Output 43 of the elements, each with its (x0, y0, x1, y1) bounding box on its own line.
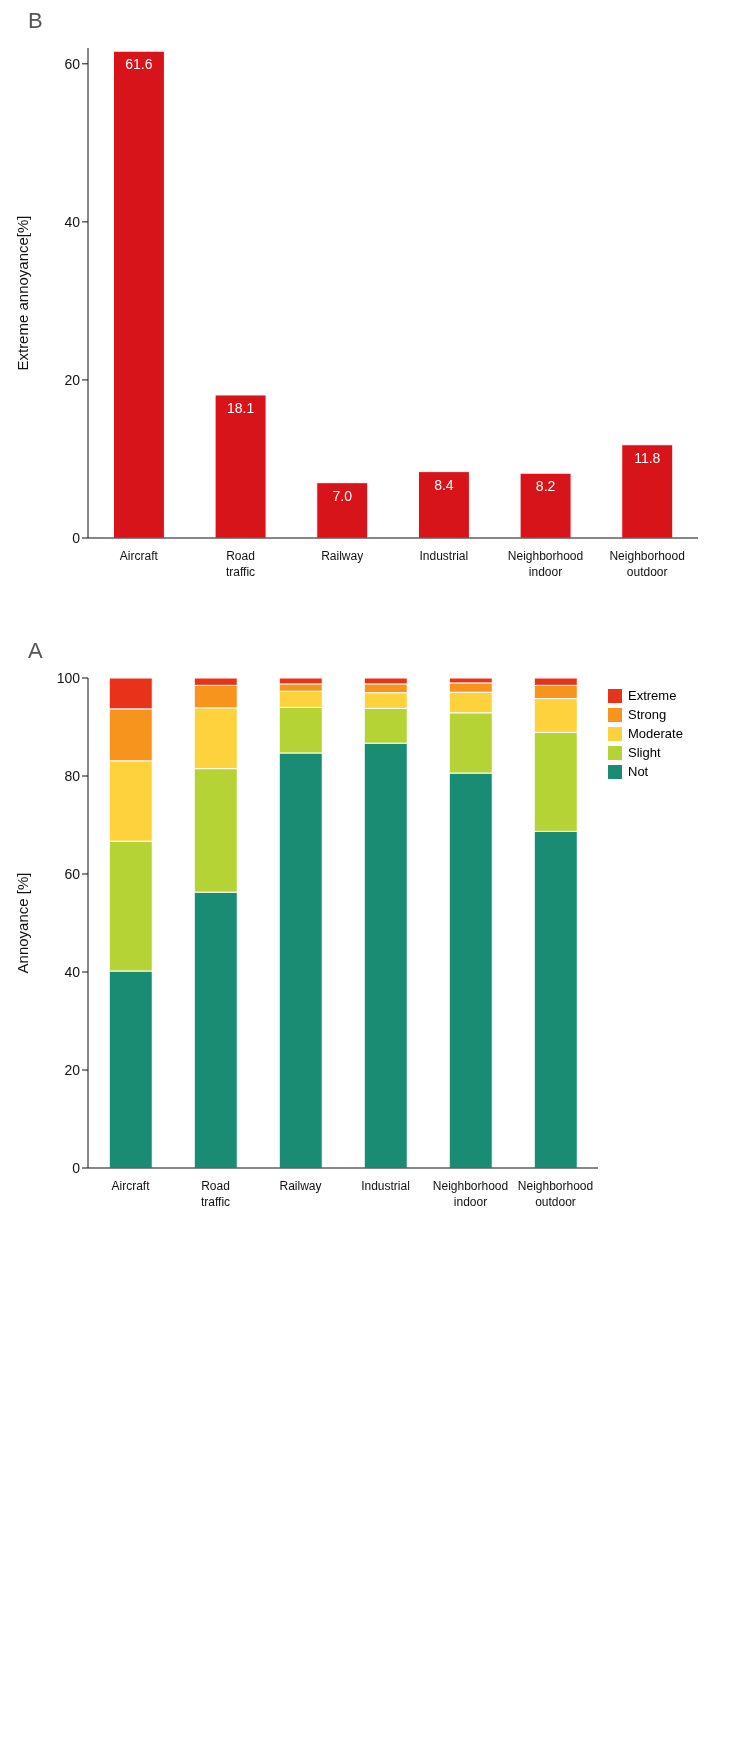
y-tick-label: 60 (64, 865, 81, 882)
x-tick-label: Road traffic (200, 1179, 231, 1209)
y-tick-label: 80 (64, 767, 81, 784)
bar (112, 50, 165, 538)
data-label: 8.4 (434, 476, 454, 493)
data-label: 7.0 (332, 487, 353, 504)
data-label: 61.6 (125, 56, 153, 73)
y-tick-label: 20 (64, 371, 81, 388)
legend-label: Strong (628, 707, 667, 722)
data-label: 11.8 (634, 449, 661, 466)
legend-label: Slight (628, 745, 661, 760)
y-tick-label: 100 (56, 669, 81, 686)
bar (417, 471, 470, 538)
y-axis-title: Extreme annoyance[%] (14, 215, 32, 371)
bar (519, 472, 572, 538)
legend-label: Moderate (628, 726, 683, 741)
legend-label: Extreme (628, 688, 677, 703)
y-tick-label: 40 (64, 213, 81, 230)
x-tick-label: Neighborhood indoor (432, 1179, 509, 1209)
y-tick-label: 40 (64, 963, 81, 980)
y-axis-title: Annoyance [%] (14, 872, 32, 974)
x-tick-label: Industrial (361, 1179, 410, 1193)
data-label: 8.2 (535, 478, 556, 495)
y-tick-label: 20 (64, 1061, 81, 1078)
bar (621, 444, 674, 538)
x-tick-label: Road traffic (225, 549, 256, 579)
y-tick-label: 0 (72, 1159, 81, 1176)
chart-title: A (28, 638, 44, 664)
x-tick-label: Industrial (419, 549, 469, 563)
data-label: 18.1 (226, 399, 255, 416)
chart-title: B (28, 8, 44, 34)
x-tick-label: Aircraft (119, 549, 159, 563)
x-tick-label: Aircraft (111, 1179, 151, 1193)
y-tick-label: 0 (72, 529, 81, 546)
bar (214, 394, 267, 538)
x-tick-label: Neighborhood outdoor (609, 549, 685, 579)
legend-label: Not (628, 764, 649, 779)
x-tick-label: Neighborhood indoor (507, 549, 584, 579)
x-tick-label: Railway (321, 549, 364, 563)
x-tick-label: Neighborhood outdoor (517, 1179, 594, 1209)
bar (316, 482, 369, 538)
y-tick-label: 60 (64, 55, 81, 72)
x-tick-label: Railway (279, 1179, 322, 1193)
